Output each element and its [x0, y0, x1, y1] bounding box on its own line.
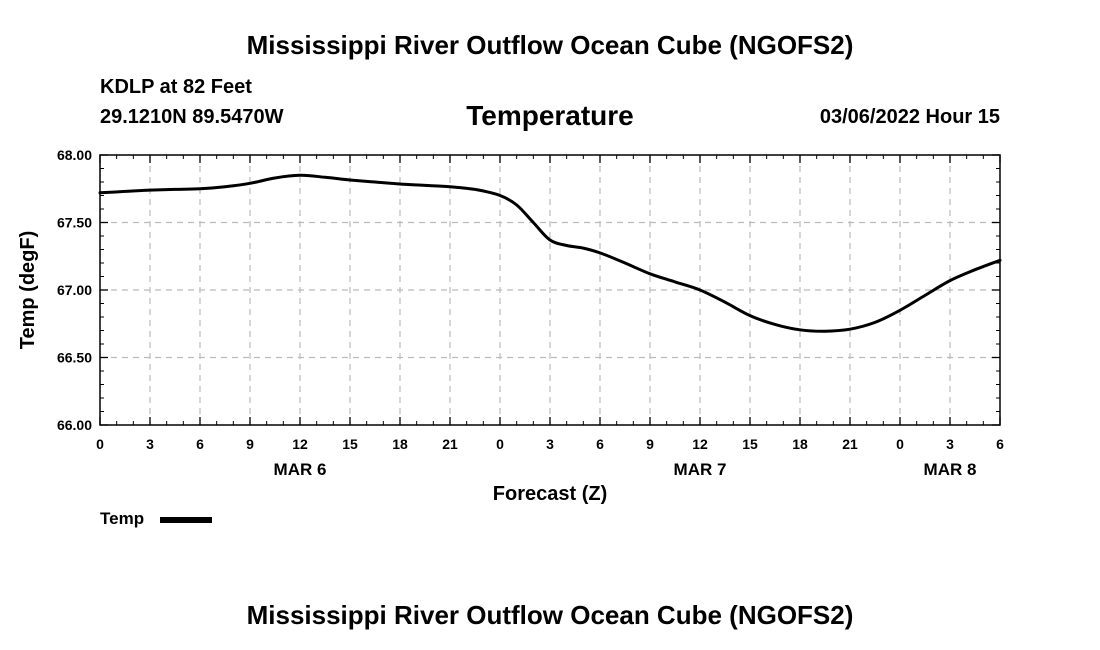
- x-tick-label: 0: [896, 436, 904, 452]
- chart-subtitle: Temperature: [466, 100, 634, 131]
- y-tick-label: 67.00: [57, 282, 92, 298]
- x-tick-label: 18: [792, 436, 808, 452]
- coordinates-label: 29.1210N 89.5470W: [100, 106, 284, 128]
- x-tick-label: 6: [996, 436, 1004, 452]
- x-tick-label: 3: [946, 436, 954, 452]
- tick-layer: [99, 154, 1001, 426]
- label-layer: 0 3 6 9 12 15 18 21 0 3 6 9 12 15 18 21 0 3 6 66.00 66.50 67.…: [57, 147, 1004, 479]
- x-tick-label: 21: [442, 436, 458, 452]
- timestamp-label: 03/06/2022 Hour 15: [819, 106, 1000, 128]
- y-tick-label: 66.50: [57, 350, 92, 366]
- x-tick-label: 15: [342, 436, 358, 452]
- date-label: MAR 6: [274, 460, 327, 479]
- x-tick-label: 12: [292, 436, 308, 452]
- x-tick-label: 15: [742, 436, 758, 452]
- x-tick-label: 3: [546, 436, 554, 452]
- legend-label: Temp: [100, 509, 145, 528]
- y-tick-label: 68.00: [57, 147, 92, 163]
- date-label: MAR 8: [924, 460, 977, 479]
- x-tick-label: 12: [692, 436, 708, 452]
- x-tick-label: 6: [596, 436, 604, 452]
- grid-layer: [100, 155, 1000, 425]
- x-axis-label: Forecast (Z): [493, 483, 607, 505]
- chart-title: Mississippi River Outflow Ocean Cube (NG…: [246, 30, 854, 60]
- x-tick-label: 0: [496, 436, 504, 452]
- temperature-chart: 0 3 6 9 12 15 18 21 0 3 6 9 12 15 18 21 0 3 6 66.00 66.50 67.…: [17, 147, 1004, 505]
- station-label: KDLP at 82 Feet: [100, 76, 252, 98]
- y-axis-label: Temp (degF): [17, 231, 39, 350]
- x-tick-label: 9: [246, 436, 254, 452]
- x-tick-label: 21: [842, 436, 858, 452]
- date-label: MAR 7: [674, 460, 727, 479]
- x-tick-label: 3: [146, 436, 154, 452]
- series-temp-line: [98, 173, 1002, 333]
- y-tick-label: 67.50: [57, 215, 92, 231]
- x-tick-label: 9: [646, 436, 654, 452]
- x-tick-label: 0: [96, 436, 104, 452]
- footer-title: Mississippi River Outflow Ocean Cube (NG…: [246, 600, 854, 630]
- x-tick-label: 18: [392, 436, 408, 452]
- x-tick-label: 6: [196, 436, 204, 452]
- y-tick-label: 66.00: [57, 417, 92, 433]
- legend-swatch: [160, 517, 212, 523]
